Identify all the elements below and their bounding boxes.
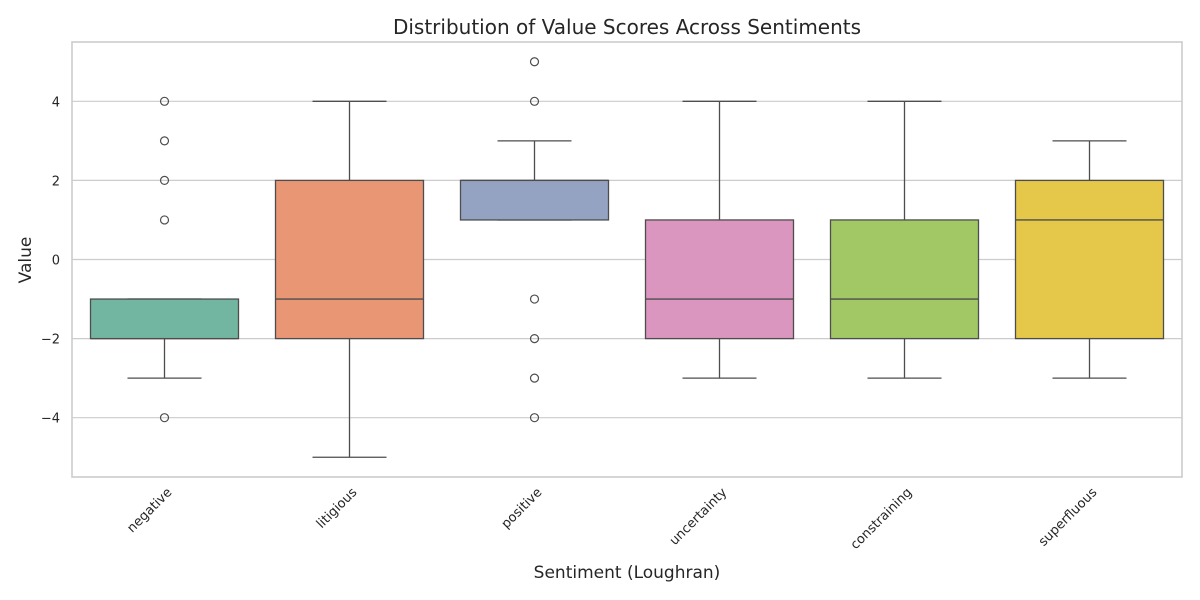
x-tick-label: positive: [499, 485, 546, 532]
outlier-point: [529, 96, 540, 106]
outlier-point: [159, 136, 170, 146]
box-litigious: [274, 100, 425, 458]
y-tick-label: 4: [52, 95, 60, 110]
iqr-box: [829, 219, 980, 340]
box-constraining: [829, 100, 980, 379]
box-positive: [459, 57, 610, 423]
outlier-point: [529, 294, 540, 304]
outlier-point: [529, 413, 540, 423]
outlier-point: [159, 215, 170, 225]
box-superfluous: [1014, 140, 1165, 379]
outlier-point: [159, 413, 170, 423]
box-negative: [89, 96, 240, 423]
y-tick-label: −2: [41, 333, 60, 348]
iqr-box: [89, 298, 240, 340]
iqr-box: [644, 219, 795, 340]
outlier-point: [159, 175, 170, 186]
x-tick-label: litigious: [314, 485, 361, 532]
plot-frame: [71, 41, 1183, 478]
outlier-point: [529, 373, 540, 383]
iqr-box: [1014, 179, 1165, 340]
iqr-box: [274, 179, 425, 340]
outlier-point: [529, 333, 540, 344]
y-axis-label: Value: [16, 237, 36, 284]
x-tick-label: negative: [125, 485, 176, 536]
grid-lines: [72, 100, 1182, 419]
y-tick-label: 2: [52, 174, 60, 189]
y-tick-label: −4: [41, 412, 60, 427]
x-tick-label: superfluous: [1036, 485, 1101, 550]
x-axis-ticks: negative litigious positive uncertainty cons…: [125, 485, 1101, 553]
chart-title: Distribution of Value Scores Across Sent…: [393, 15, 861, 39]
x-axis-label: Sentiment (Loughran): [534, 563, 721, 583]
x-tick-label: uncertainty: [667, 485, 731, 549]
y-tick-label: 0: [52, 254, 60, 269]
box-uncertainty: [644, 100, 795, 379]
iqr-box: [459, 179, 610, 221]
y-axis-ticks: −4 −2 0 2 4: [41, 95, 60, 426]
outlier-point: [159, 96, 170, 106]
x-tick-label: constraining: [848, 485, 916, 553]
outlier-point: [529, 57, 540, 67]
box-series: [89, 57, 1165, 458]
